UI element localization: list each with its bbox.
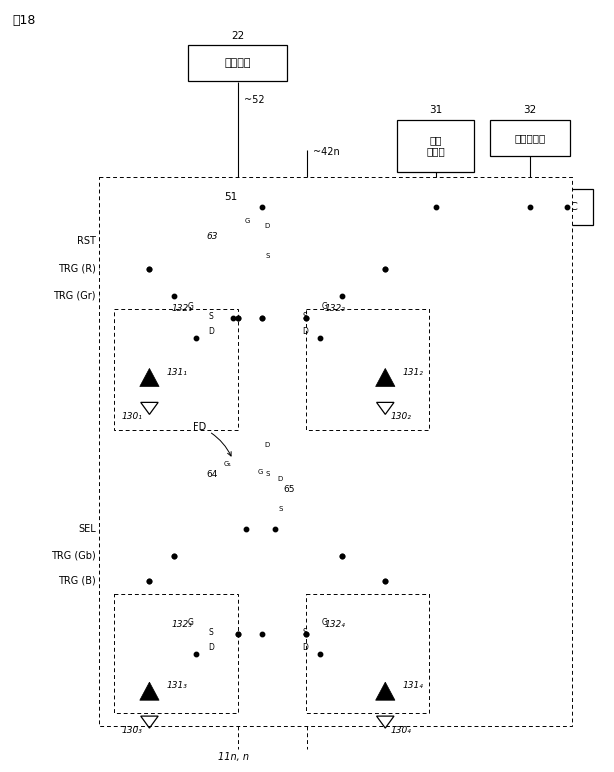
Text: 132₁: 132₁ [171, 304, 192, 313]
Text: 130₂: 130₂ [391, 411, 411, 421]
Text: 64: 64 [206, 470, 218, 479]
Text: G₁: G₁ [223, 462, 232, 467]
Text: ~52: ~52 [244, 95, 264, 105]
Text: TRG (Gb): TRG (Gb) [51, 550, 96, 560]
Text: D: D [208, 327, 214, 336]
Text: 130₄: 130₄ [391, 726, 411, 734]
Text: TRG (B): TRG (B) [58, 576, 96, 586]
Bar [541, 189, 593, 225]
Text: 131₃: 131₃ [166, 682, 187, 690]
Text: D: D [302, 327, 308, 336]
Text: D: D [265, 442, 270, 448]
Text: 変換
制御部: 変換 制御部 [427, 135, 445, 157]
Polygon shape [140, 368, 159, 387]
Bar [114, 309, 238, 430]
Text: TRG (Gr): TRG (Gr) [53, 290, 96, 300]
Text: G: G [258, 469, 263, 476]
Text: RST: RST [77, 236, 96, 246]
Text: D: D [278, 476, 283, 482]
Text: ~42n: ~42n [313, 147, 340, 157]
Bar [491, 120, 570, 156]
Text: S: S [209, 628, 213, 637]
Text: 51: 51 [224, 192, 238, 202]
Bar [99, 177, 572, 726]
Polygon shape [376, 682, 395, 700]
Text: S: S [265, 472, 270, 477]
Text: 132₄: 132₄ [325, 620, 346, 628]
Bar [306, 309, 429, 430]
Text: 130₃: 130₃ [122, 726, 142, 734]
Text: D: D [208, 642, 214, 652]
Text: G: G [322, 618, 328, 627]
Text: 11n, n: 11n, n [218, 752, 249, 762]
Bar [306, 594, 429, 713]
Text: G: G [322, 302, 328, 311]
Text: 65: 65 [283, 485, 295, 494]
Text: G: G [188, 302, 194, 311]
Text: 131₁: 131₁ [166, 367, 187, 377]
Bar [397, 120, 475, 171]
Text: 131₄: 131₄ [402, 682, 423, 690]
Text: 131₂: 131₂ [402, 367, 423, 377]
Bar [114, 594, 238, 713]
Text: S: S [265, 253, 270, 259]
Text: S: S [303, 628, 308, 637]
Text: SEL: SEL [78, 524, 96, 534]
Text: D: D [302, 642, 308, 652]
Text: 132₃: 132₃ [171, 620, 192, 628]
Text: TRG (R): TRG (R) [58, 264, 96, 274]
Text: G: G [188, 618, 194, 627]
Bar [188, 46, 287, 81]
Text: 130₁: 130₁ [122, 411, 142, 421]
Text: G: G [245, 218, 251, 224]
Text: セレクタ: セレクタ [224, 59, 251, 69]
Polygon shape [376, 368, 395, 387]
Text: 132₂: 132₂ [325, 304, 346, 313]
Text: 31: 31 [429, 105, 443, 115]
Text: D: D [265, 223, 270, 229]
Text: ADC: ADC [555, 202, 579, 212]
Text: S: S [278, 506, 282, 512]
Text: S: S [209, 312, 213, 321]
Text: 22: 22 [231, 31, 244, 41]
Text: クランプ部: クランプ部 [515, 133, 546, 143]
Text: S: S [303, 312, 308, 321]
Text: 33: 33 [561, 232, 573, 242]
Text: 63: 63 [206, 232, 218, 241]
Text: 32: 32 [523, 105, 537, 115]
Text: 図18: 図18 [13, 14, 36, 27]
Text: FD: FD [193, 422, 231, 456]
Polygon shape [140, 682, 159, 700]
